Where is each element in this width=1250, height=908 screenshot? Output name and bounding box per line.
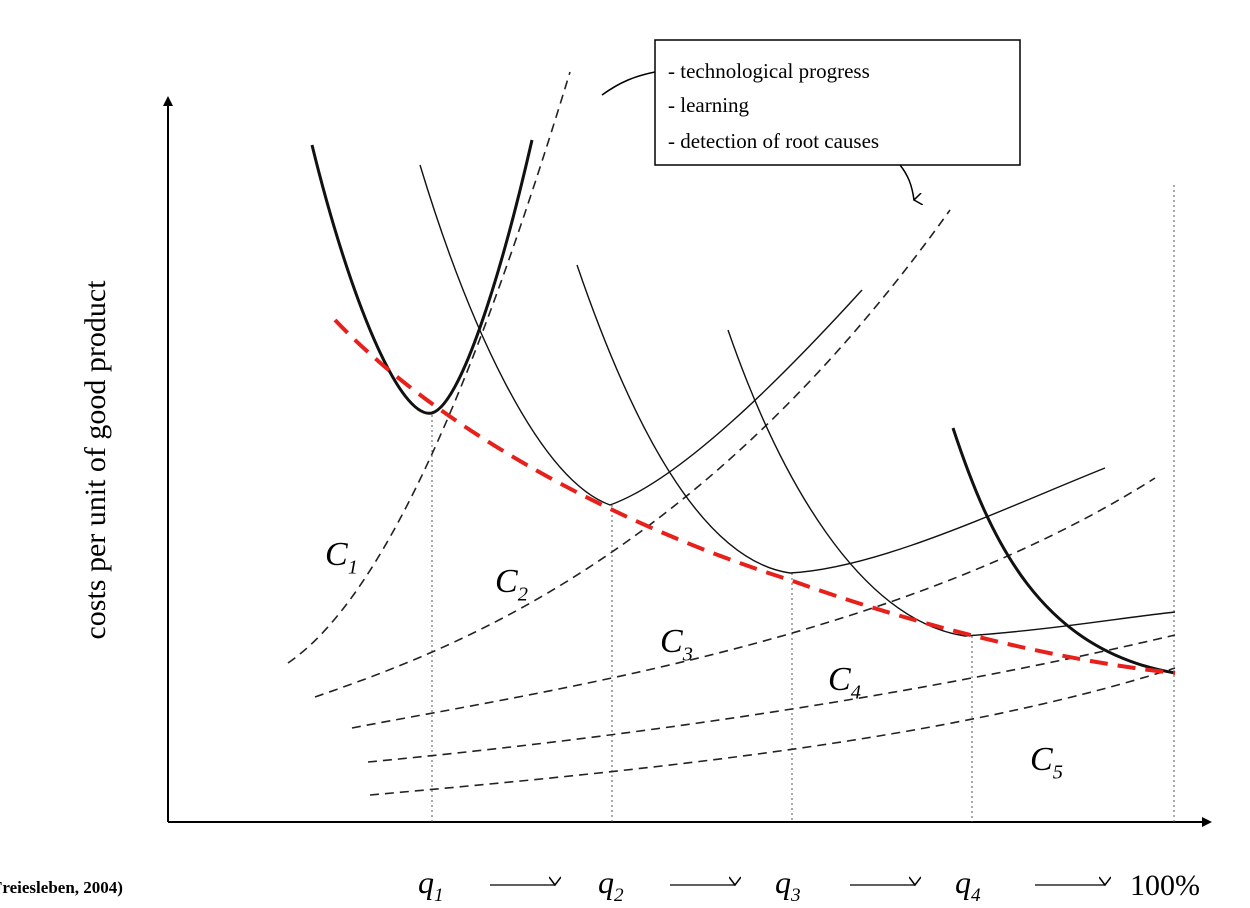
cost-curve bbox=[419, 164, 863, 506]
cost-curve bbox=[951, 427, 1176, 675]
curve-label: C1 bbox=[325, 536, 358, 579]
x-label: q1 bbox=[418, 864, 444, 906]
curve-label-sub: 3 bbox=[682, 644, 693, 666]
curve-label-main: C bbox=[1030, 741, 1053, 778]
curve-label: C3 bbox=[660, 623, 693, 666]
curve-label: C4 bbox=[828, 661, 861, 704]
curve-label-sub: 5 bbox=[1053, 762, 1063, 784]
curve-label-main: C bbox=[828, 661, 851, 698]
curve-label-main: C bbox=[325, 536, 348, 573]
annotation: - technological progress - learning - de… bbox=[601, 39, 1021, 200]
x-label: q2 bbox=[598, 864, 624, 906]
annotation-item: - detection of root causes bbox=[668, 129, 879, 153]
cost-curves bbox=[310, 139, 1176, 675]
x-end-label: 100% bbox=[1130, 869, 1200, 902]
x-labels: q1 q2 q3 q4 bbox=[418, 864, 981, 906]
annotation-box bbox=[654, 39, 1021, 166]
x-label-sub: 4 bbox=[971, 885, 981, 906]
source-note: Freiesleben, 2004) bbox=[0, 878, 123, 897]
cost-curve bbox=[727, 329, 1176, 637]
dashed-curve bbox=[369, 667, 1176, 796]
curve-label-sub: 4 bbox=[851, 682, 861, 704]
connector-arrow bbox=[899, 164, 914, 200]
x-label-sub: 2 bbox=[614, 885, 624, 906]
y-axis-label: costs per unit of good product bbox=[79, 280, 112, 640]
dashed-curve bbox=[314, 209, 951, 698]
x-label: q4 bbox=[955, 864, 981, 906]
optimum-curve bbox=[333, 318, 1176, 675]
x-label-main: q bbox=[598, 864, 614, 900]
guide-lines bbox=[431, 185, 1175, 822]
axes bbox=[163, 96, 1212, 827]
curve-label-main: C bbox=[660, 623, 683, 660]
curve-label-main: C bbox=[495, 563, 518, 600]
dashed-curve bbox=[351, 477, 1156, 729]
cost-curve bbox=[576, 264, 1106, 574]
curve-label-sub: 2 bbox=[518, 584, 528, 606]
x-label-sub: 3 bbox=[790, 885, 801, 906]
curve-label: C5 bbox=[1030, 741, 1063, 784]
curve-label-sub: 1 bbox=[348, 557, 358, 579]
cost-curve bbox=[310, 139, 534, 415]
x-label-main: q bbox=[418, 864, 434, 900]
curve-label: C2 bbox=[495, 563, 528, 606]
x-label-main: q bbox=[775, 864, 791, 900]
x-label: q3 bbox=[775, 864, 801, 906]
x-label-sub: 1 bbox=[434, 885, 444, 906]
annotation-item: - technological progress bbox=[668, 59, 870, 83]
annotation-item: - learning bbox=[668, 93, 750, 117]
dashed-curve bbox=[367, 634, 1176, 763]
x-label-main: q bbox=[955, 864, 971, 900]
dashed-curves bbox=[287, 71, 1176, 796]
connector bbox=[601, 71, 656, 96]
dashed-curve bbox=[287, 71, 571, 664]
